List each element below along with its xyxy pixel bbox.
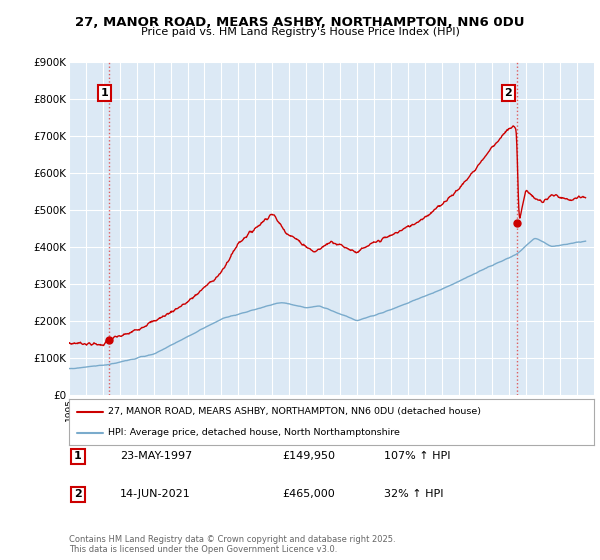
Text: Price paid vs. HM Land Registry's House Price Index (HPI): Price paid vs. HM Land Registry's House … — [140, 27, 460, 37]
Text: 14-JUN-2021: 14-JUN-2021 — [120, 489, 191, 500]
Text: 1: 1 — [74, 451, 82, 461]
Text: 27, MANOR ROAD, MEARS ASHBY, NORTHAMPTON, NN6 0DU: 27, MANOR ROAD, MEARS ASHBY, NORTHAMPTON… — [75, 16, 525, 29]
Text: £149,950: £149,950 — [282, 451, 335, 461]
Text: 1: 1 — [101, 88, 108, 98]
Text: 27, MANOR ROAD, MEARS ASHBY, NORTHAMPTON, NN6 0DU (detached house): 27, MANOR ROAD, MEARS ASHBY, NORTHAMPTON… — [109, 407, 481, 416]
Text: 32% ↑ HPI: 32% ↑ HPI — [384, 489, 443, 500]
Text: 2: 2 — [74, 489, 82, 500]
Text: Contains HM Land Registry data © Crown copyright and database right 2025.
This d: Contains HM Land Registry data © Crown c… — [69, 535, 395, 554]
Text: 23-MAY-1997: 23-MAY-1997 — [120, 451, 192, 461]
Text: £465,000: £465,000 — [282, 489, 335, 500]
Text: 107% ↑ HPI: 107% ↑ HPI — [384, 451, 451, 461]
Text: 2: 2 — [505, 88, 512, 98]
Text: HPI: Average price, detached house, North Northamptonshire: HPI: Average price, detached house, Nort… — [109, 428, 400, 437]
